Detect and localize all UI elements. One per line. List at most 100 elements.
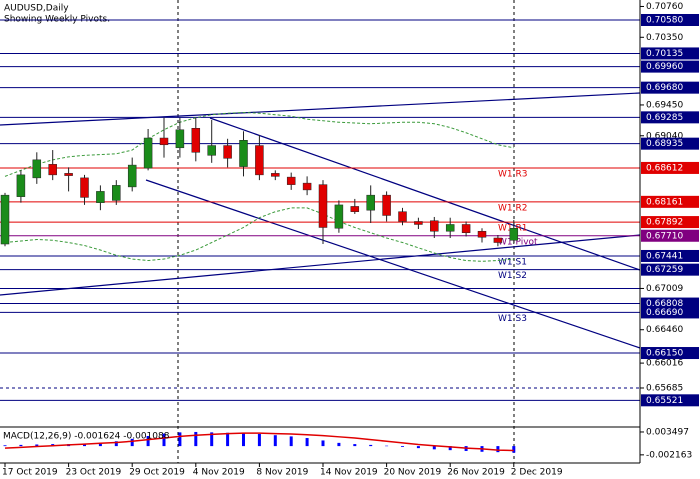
- pivot-label: W1 S2: [498, 271, 527, 281]
- level-label: 0.67259: [646, 265, 683, 275]
- level-label-box: [641, 137, 699, 150]
- y-tick-label: 0.69040: [646, 131, 683, 141]
- candle-body: [175, 129, 185, 149]
- candle-body: [493, 237, 503, 243]
- level-label-box: [641, 81, 699, 94]
- macd-bar: [321, 440, 325, 447]
- level-label: 0.66690: [646, 308, 683, 318]
- candle-body: [112, 185, 121, 201]
- macd-bar: [35, 444, 39, 447]
- candle-body: [318, 184, 328, 228]
- candle-body: [430, 220, 439, 232]
- y-tick-label: 0.66016: [646, 359, 683, 369]
- candle-body: [350, 206, 360, 212]
- candle-body: [64, 173, 73, 176]
- candle-body: [366, 194, 375, 211]
- x-tick-label: 29 Oct 2019: [129, 468, 185, 478]
- x-tick-label: 8 Nov 2019: [256, 468, 308, 478]
- level-label-box: [641, 13, 699, 26]
- level-label-box: [641, 347, 699, 360]
- level-label: 0.66808: [646, 299, 683, 309]
- macd-title: MACD(12,26,9) -0.001624 -0.001088: [3, 432, 170, 442]
- candle-body: [48, 164, 57, 176]
- y-tick-label: 0.67009: [646, 284, 683, 294]
- macd-bar: [512, 446, 516, 453]
- macd-bar: [289, 436, 293, 447]
- macd-bar: [305, 438, 309, 447]
- pivot-label: W1 R2: [498, 203, 527, 213]
- candle-body: [509, 227, 519, 241]
- pivot-label: W1 Pivot: [498, 237, 538, 247]
- level-label: 0.68935: [646, 139, 683, 149]
- candle-body: [80, 177, 89, 198]
- trend-line: [0, 92, 641, 126]
- macd-bar: [401, 446, 404, 447]
- level-label: 0.69285: [646, 113, 683, 123]
- level-label: 0.67710: [646, 231, 683, 241]
- candle-body: [223, 145, 232, 159]
- macd-bar: [416, 446, 420, 449]
- macd-bar: [226, 432, 230, 447]
- macd-bar: [178, 432, 182, 447]
- level-label-box: [641, 306, 699, 319]
- macd-bar: [257, 433, 261, 447]
- candle-body: [302, 182, 312, 191]
- level-label-box: [641, 161, 699, 174]
- level-label: 0.70580: [646, 15, 683, 25]
- candle-body: [0, 194, 10, 245]
- level-label-box: [641, 60, 699, 73]
- x-tick-label: 14 Nov 2019: [320, 468, 378, 478]
- level-label: 0.67441: [646, 251, 683, 261]
- level-label-box: [641, 263, 699, 276]
- level-label-box: [641, 47, 699, 60]
- macd-bar: [130, 438, 134, 447]
- x-tick-label: 17 Oct 2019: [2, 468, 58, 478]
- level-label-box: [641, 229, 699, 242]
- level-label: 0.65521: [646, 396, 683, 406]
- band-line: [4, 111, 514, 177]
- macd-bar: [146, 436, 150, 447]
- y-tick-label: 0.70350: [646, 33, 683, 43]
- candle-body: [159, 137, 169, 146]
- candle-body: [32, 159, 42, 179]
- macd-bar: [162, 433, 166, 447]
- candle-body: [445, 224, 455, 232]
- macd-bar: [3, 445, 7, 447]
- y-tick-label: 0.66460: [646, 325, 683, 335]
- candle-body: [255, 145, 264, 176]
- level-label-box: [641, 216, 699, 229]
- candle-body: [382, 194, 391, 216]
- x-tick-label: 2 Dec 2019: [511, 468, 563, 478]
- macd-bar: [273, 435, 277, 447]
- macd-bar: [242, 433, 245, 447]
- level-label-box: [641, 195, 699, 208]
- x-tick-label: 23 Oct 2019: [66, 468, 122, 478]
- macd-bar: [448, 446, 452, 451]
- level-label: 0.68161: [646, 197, 683, 207]
- macd-bar: [385, 445, 389, 447]
- candle-body: [271, 173, 280, 177]
- level-label: 0.69960: [646, 62, 683, 72]
- macd-bar: [353, 444, 357, 447]
- macd-bar: [114, 441, 118, 447]
- macd-bar: [432, 446, 436, 450]
- chart-title: AUDUSD,Daily: [4, 4, 69, 14]
- candle-body: [477, 230, 487, 238]
- level-label: 0.67892: [646, 218, 683, 228]
- candle-body: [143, 137, 153, 169]
- candle-body: [96, 191, 105, 203]
- x-tick-label: 4 Nov 2019: [193, 468, 245, 478]
- pivot-label: W1 S3: [498, 314, 527, 324]
- trend-line: [145, 179, 641, 349]
- candle-body: [334, 204, 344, 229]
- candle-body: [461, 224, 471, 233]
- y-tick-label: 0.65685: [646, 383, 683, 393]
- macd-bar: [496, 446, 500, 453]
- candle-body: [398, 211, 407, 222]
- macd-bar: [19, 444, 23, 447]
- candle-body: [191, 128, 201, 153]
- pivot-label: W1 S1: [498, 257, 527, 267]
- candle-body: [207, 145, 216, 156]
- pivot-label: W1 R3: [498, 169, 527, 179]
- macd-bar: [369, 444, 373, 447]
